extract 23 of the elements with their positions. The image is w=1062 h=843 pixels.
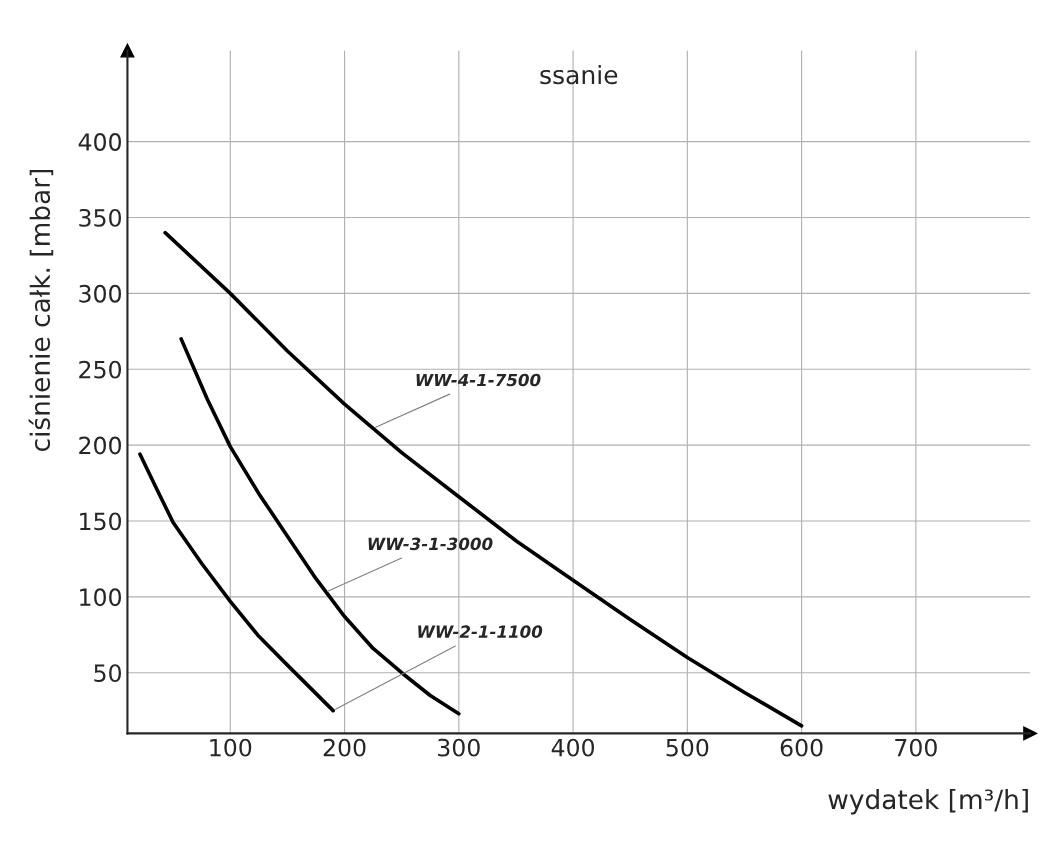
x-tick-label: 500 bbox=[666, 738, 709, 757]
annotation: WW-2-1-1100 bbox=[418, 625, 543, 638]
y-tick-label: 250 bbox=[79, 360, 122, 379]
y-tick-label: 350 bbox=[79, 208, 122, 227]
x-tick-label: 400 bbox=[551, 738, 595, 757]
chart-title: ssanie bbox=[540, 64, 618, 85]
x-tick-label: 700 bbox=[895, 738, 937, 757]
y-tick-label: 200 bbox=[79, 436, 122, 455]
x-tick-label: 300 bbox=[438, 738, 480, 757]
x-tick-label: 100 bbox=[210, 738, 252, 757]
y-tick-label: 50 bbox=[94, 664, 122, 683]
x-axis-title: wydatek [m³/h] bbox=[828, 788, 1028, 815]
line-series bbox=[163, 230, 804, 728]
annotation: WW-4-1-7500 bbox=[416, 373, 541, 387]
y-axis-title: ciśnienie całk. [mbar] bbox=[28, 169, 54, 452]
x-tick-label: 200 bbox=[323, 738, 366, 757]
y-tick-label: 300 bbox=[79, 284, 122, 303]
y-tick-label: 150 bbox=[80, 512, 122, 531]
line-series bbox=[138, 452, 335, 713]
x-tick-label: 600 bbox=[780, 738, 823, 757]
y-tick-label: 100 bbox=[80, 588, 122, 607]
annotation: WW-3-1-3000 bbox=[368, 537, 493, 551]
y-tick-label: 400 bbox=[78, 133, 122, 151]
